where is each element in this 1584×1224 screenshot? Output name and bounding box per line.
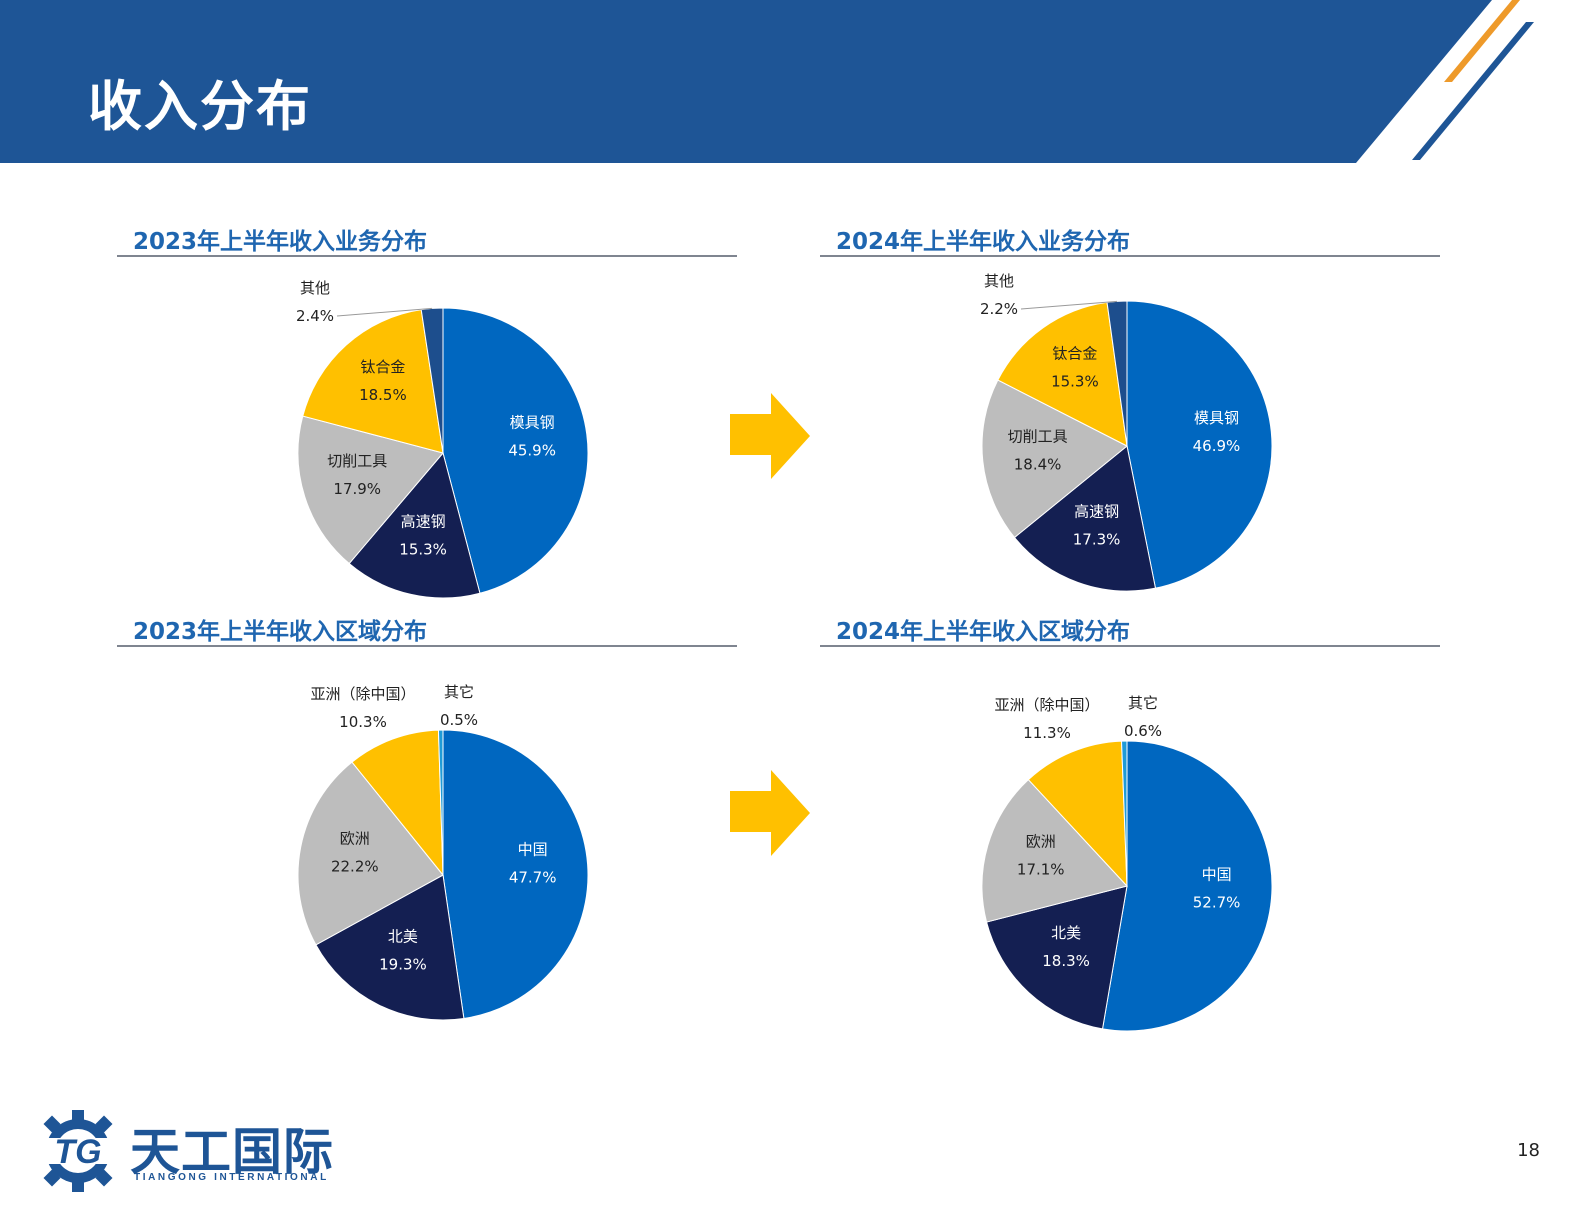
slice-label: 切削工具	[327, 452, 387, 470]
slice-label: 其它	[1128, 694, 1158, 712]
pie-slice	[1101, 740, 1273, 1032]
header-accent-blue-stripe	[1412, 22, 1534, 160]
slice-value-label: 15.3%	[399, 541, 447, 559]
slice-value-label: 10.3%	[339, 713, 387, 731]
slice-value-label: 15.3%	[1051, 373, 1099, 391]
slice-label: 中国	[1202, 866, 1232, 884]
right-arrow-icon	[730, 393, 810, 479]
header-accent-orange-stripe	[1444, 0, 1520, 82]
slice-value-label: 46.9%	[1193, 437, 1241, 455]
slice-value-label: 17.1%	[1017, 861, 1065, 879]
slice-value-label: 11.3%	[1023, 724, 1071, 742]
slice-label: 其它	[444, 683, 474, 701]
pie-slice	[351, 729, 444, 877]
pie-slice	[1121, 740, 1128, 887]
pie-slice	[1013, 445, 1157, 592]
slice-value-label: 18.4%	[1014, 455, 1062, 473]
slice-label: 钛合金	[360, 358, 405, 376]
title-underline	[820, 255, 1440, 257]
pie-slice	[997, 301, 1128, 447]
pie-slice	[1027, 740, 1128, 888]
title-underline	[820, 645, 1440, 647]
slice-label: 亚洲（除中国）	[994, 696, 1099, 714]
gear-icon: TG	[34, 1110, 126, 1192]
slice-value-label: 18.3%	[1042, 952, 1090, 970]
slice-label: 欧洲	[1026, 833, 1056, 851]
slice-value-label: 47.7%	[509, 869, 557, 887]
pie-slice	[297, 761, 444, 946]
slice-label: 其他	[984, 272, 1014, 290]
title-underline	[117, 645, 737, 647]
slice-label: 模具钢	[1194, 409, 1239, 427]
slice-value-label: 52.7%	[1193, 894, 1241, 912]
company-logo: TG 天工国际 TIANGONG INTERNATIONAL	[34, 1108, 344, 1198]
leader-line	[1020, 300, 1118, 310]
header-background	[0, 0, 1492, 163]
pie-slice	[315, 874, 465, 1021]
slice-value-label: 45.9%	[508, 441, 556, 459]
slice-value-label: 0.6%	[1124, 722, 1162, 740]
chart-title-region-2023: 2023年上半年收入区域分布	[133, 619, 428, 645]
header-banner	[0, 0, 1534, 163]
slice-value-label: 17.3%	[1073, 531, 1121, 549]
chart-title-business-2024: 2024年上半年收入业务分布	[836, 229, 1131, 255]
slice-label: 中国	[518, 841, 548, 859]
slice-label: 模具钢	[510, 413, 555, 431]
chart-title-region-2024: 2024年上半年收入区域分布	[836, 619, 1131, 645]
leader-line	[336, 307, 433, 317]
slice-label: 高速钢	[1074, 503, 1119, 521]
slice-label: 钛合金	[1052, 345, 1097, 363]
right-arrow-icon	[730, 770, 810, 856]
chart-title-business-2023: 2023年上半年收入业务分布	[133, 229, 428, 255]
pie-slice	[442, 307, 589, 594]
slice-value-label: 2.2%	[980, 300, 1018, 318]
slice-value-label: 2.4%	[296, 307, 334, 325]
title-underline	[117, 255, 737, 257]
pie-slice	[437, 729, 444, 876]
slice-label: 其他	[300, 279, 330, 297]
slice-value-label: 0.5%	[440, 711, 478, 729]
pie-slice	[1126, 300, 1273, 589]
pie-slice	[985, 885, 1128, 1030]
logo-subtitle: TIANGONG INTERNATIONAL	[134, 1172, 329, 1183]
slice-label: 亚洲（除中国）	[310, 685, 415, 703]
pie-slice	[981, 379, 1128, 539]
pie-slice	[981, 778, 1128, 923]
slice-value-label: 18.5%	[359, 386, 407, 404]
logo-name: 天工国际	[130, 1123, 334, 1181]
slice-label: 欧洲	[340, 830, 370, 848]
slice-label: 切削工具	[1008, 427, 1068, 445]
slice-label: 北美	[388, 927, 418, 945]
pie-slice	[442, 729, 589, 1020]
slice-label: 北美	[1051, 924, 1081, 942]
pie-slice	[297, 415, 444, 565]
slice-value-label: 22.2%	[331, 858, 379, 876]
page-number: 18	[1517, 1140, 1540, 1161]
logo-mark: TG	[54, 1133, 101, 1171]
pie-slice	[348, 451, 481, 599]
slice-label: 高速钢	[401, 513, 446, 531]
slice-value-label: 19.3%	[379, 955, 427, 973]
page-title: 收入分布	[88, 75, 312, 138]
slice-value-label: 17.9%	[333, 480, 381, 498]
pie-slice	[302, 309, 444, 454]
